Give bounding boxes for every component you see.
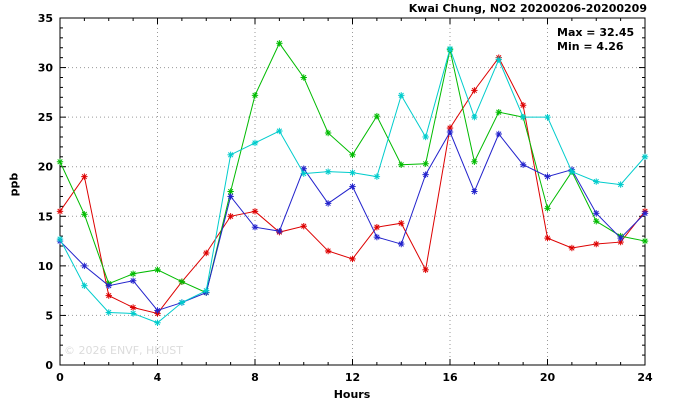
svg-text:25: 25 bbox=[38, 111, 53, 124]
x-axis-label: Hours bbox=[333, 388, 371, 401]
min-annotation: Min = 4.26 bbox=[557, 40, 624, 53]
svg-text:5: 5 bbox=[45, 309, 53, 322]
watermark: © 2026 ENVF, HKUST bbox=[64, 344, 183, 357]
svg-text:20: 20 bbox=[540, 371, 556, 384]
svg-text:0: 0 bbox=[56, 371, 64, 384]
svg-text:35: 35 bbox=[38, 12, 53, 25]
svg-text:4: 4 bbox=[154, 371, 162, 384]
svg-text:24: 24 bbox=[637, 371, 653, 384]
stats-annotation: Max = 32.45 Min = 4.26 bbox=[557, 26, 634, 54]
svg-text:10: 10 bbox=[38, 260, 54, 273]
svg-text:0: 0 bbox=[45, 359, 53, 372]
svg-text:20: 20 bbox=[38, 161, 54, 174]
svg-text:15: 15 bbox=[38, 210, 53, 223]
svg-text:12: 12 bbox=[345, 371, 360, 384]
chart-title: Kwai Chung, NO2 20200206-20200209 bbox=[408, 2, 647, 15]
svg-text:8: 8 bbox=[251, 371, 259, 384]
svg-text:30: 30 bbox=[38, 62, 54, 75]
max-annotation: Max = 32.45 bbox=[557, 26, 635, 39]
svg-text:16: 16 bbox=[442, 371, 458, 384]
